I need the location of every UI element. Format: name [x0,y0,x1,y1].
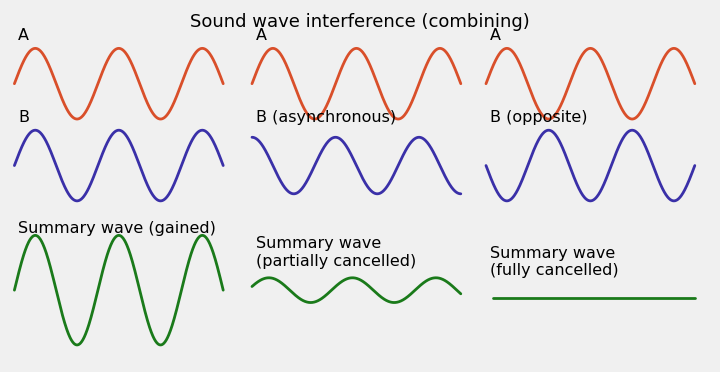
Text: A: A [256,28,266,43]
Text: Summary wave (gained): Summary wave (gained) [18,221,216,235]
Text: A: A [18,28,29,43]
Text: Summary wave
(fully cancelled): Summary wave (fully cancelled) [490,246,618,278]
Text: A: A [490,28,500,43]
Text: Summary wave
(partially cancelled): Summary wave (partially cancelled) [256,236,416,269]
Text: B (opposite): B (opposite) [490,110,587,125]
Text: B: B [18,110,29,125]
Text: B (asynchronous): B (asynchronous) [256,110,396,125]
Text: Sound wave interference (combining): Sound wave interference (combining) [190,13,530,31]
